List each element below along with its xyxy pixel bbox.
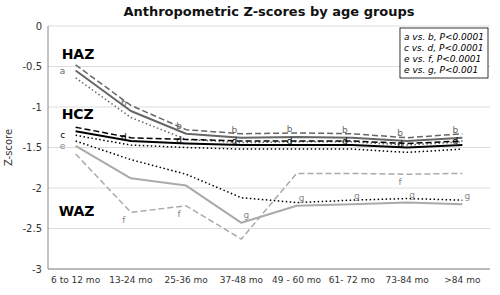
y-tick-label: -3 <box>32 264 42 275</box>
x-tick-label: 73-84 mo <box>385 275 429 285</box>
x-tick-label: 13-24 mo <box>109 275 153 285</box>
point-label: g <box>354 191 360 201</box>
grid-line <box>48 188 490 189</box>
series-line <box>76 135 463 152</box>
point-label: f <box>178 209 182 219</box>
grid <box>48 26 490 269</box>
y-tick-label: -0.5 <box>22 61 42 72</box>
title: Anthropometric Z-scores by age groups <box>123 4 414 19</box>
x-tick-label: 49 - 60 mo <box>272 275 322 285</box>
point-label: b <box>397 128 403 138</box>
y-tick-label: -1.5 <box>22 142 42 153</box>
series-line <box>76 154 463 239</box>
series-line <box>76 71 463 141</box>
point-labels: abbbbbbbcdddddddegggggfff <box>60 66 470 226</box>
x-tick-label: 61- 72 mo <box>329 275 376 285</box>
x-tick-label: >84 mo <box>444 275 481 285</box>
point-label: b <box>176 121 182 131</box>
point-label: g <box>465 191 471 201</box>
annotation-line: c vs. d, P<0.0001 <box>404 43 483 53</box>
point-label: b <box>121 98 127 108</box>
point-label: g <box>409 190 415 200</box>
series-line <box>76 127 463 143</box>
y-tick-label: -2.5 <box>22 223 42 234</box>
y-tick-label: -2 <box>32 183 42 194</box>
annotation-frame <box>400 28 488 78</box>
chart: 0 -0.5 -1 -1.5 -2 -2.5 -3 6 to 12 mo 13-24 mo 25-… <box>0 0 500 295</box>
x-tick-label: 37-48 mo <box>220 275 264 285</box>
point-label: d <box>121 132 127 142</box>
point-label: c <box>60 130 65 140</box>
point-label: d <box>397 139 403 149</box>
annotation-box: a vs. b, P<0.0001c vs. d, P<0.0001e vs. … <box>400 28 488 78</box>
point-label: d <box>287 136 293 146</box>
point-label: f <box>122 215 126 225</box>
lines <box>76 65 463 239</box>
point-label: b <box>453 125 459 135</box>
point-label: g <box>244 210 250 220</box>
y-axis-line <box>48 26 49 269</box>
point-label: d <box>342 136 348 146</box>
grid-line <box>48 26 490 27</box>
series-line <box>76 78 463 145</box>
point-label: b <box>342 125 348 135</box>
point-label: d <box>453 136 459 146</box>
grid-line <box>48 228 490 229</box>
series-line <box>76 141 463 203</box>
point-label: b <box>232 125 238 135</box>
y-tick-label: -1 <box>32 102 42 113</box>
series-name-label: HCZ <box>62 106 94 122</box>
grid-line <box>48 107 490 108</box>
x-tick-label: 6 to 12 mo <box>51 275 101 285</box>
annotation-line: e vs. g, P<0.001 <box>404 65 478 75</box>
annotation-line: a vs. b, P<0.0001 <box>404 32 484 42</box>
point-label: a <box>60 66 66 76</box>
y-tick-label: 0 <box>36 21 42 32</box>
series-name-label: HAZ <box>62 46 95 62</box>
point-label: e <box>60 141 66 151</box>
series-name-label: WAZ <box>59 203 95 219</box>
y-axis-label: Z-score <box>3 129 14 166</box>
point-label: f <box>399 177 403 187</box>
point-label: b <box>287 124 293 134</box>
x-tick-label: 25-36 mo <box>164 275 208 285</box>
series-line <box>76 131 463 147</box>
point-label: d <box>232 136 238 146</box>
x-axis-line <box>48 269 490 270</box>
annotation-line: e vs. f, P<0.0001 <box>404 54 481 64</box>
point-label: g <box>299 193 305 203</box>
grid-line <box>48 269 490 270</box>
point-label: d <box>176 135 182 145</box>
